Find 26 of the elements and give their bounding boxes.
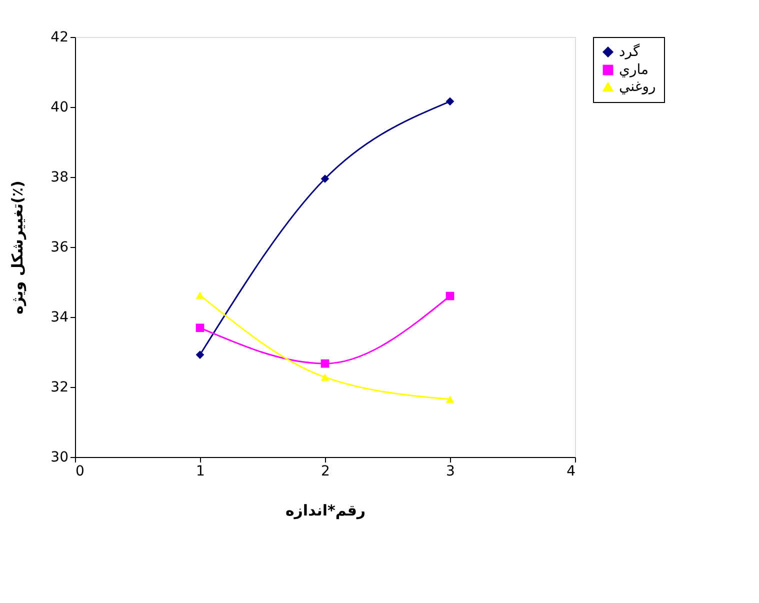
y-axis-title: تغييرشكل ويژه(٪): [8, 180, 27, 314]
legend-label: گرد: [619, 43, 640, 60]
x-tick-label: 3: [446, 464, 455, 480]
point: [446, 292, 454, 300]
x-tick-label: 1: [196, 464, 205, 480]
point: [446, 97, 454, 106]
y-tick-label: 40: [50, 100, 68, 116]
point: [196, 292, 204, 299]
x-tick-label: 4: [566, 464, 576, 480]
point: [320, 174, 330, 183]
x-axis-title: رقم*اندازه: [285, 502, 366, 520]
point: [196, 324, 204, 332]
y-tick-label: 30: [50, 450, 68, 466]
y-tick-label: 32: [50, 380, 68, 396]
point: [320, 359, 330, 368]
legend-label: ماري: [619, 62, 648, 78]
y-tick-label: 34: [50, 310, 69, 326]
y-tick-label: 36: [50, 240, 69, 256]
legend-label: روغني: [619, 79, 656, 95]
x-tick-label: 0: [76, 464, 84, 480]
y-tick-label: 42: [50, 30, 68, 46]
point: [196, 350, 204, 359]
x-tick-label: 2: [321, 464, 330, 480]
point: [446, 396, 454, 403]
y-tick-label: 38: [50, 170, 68, 186]
point: [320, 374, 330, 381]
